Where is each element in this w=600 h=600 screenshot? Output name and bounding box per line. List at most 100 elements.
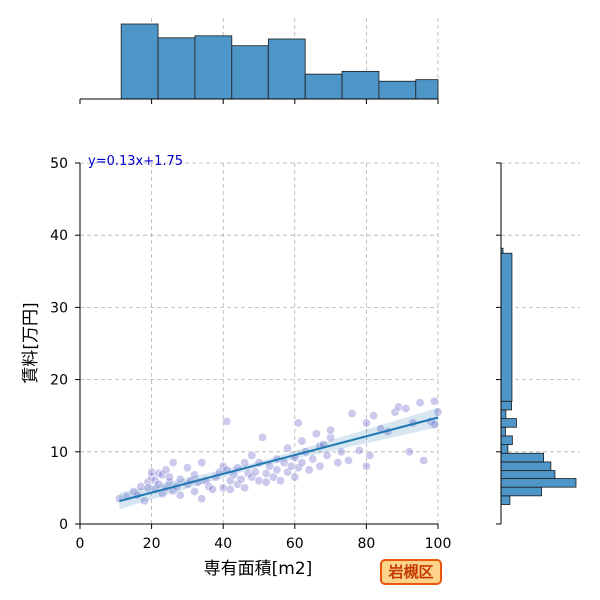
data-point (243, 468, 253, 478)
data-point (297, 458, 307, 468)
y-hist-bar (500, 478, 577, 488)
data-point (369, 411, 379, 421)
data-point (129, 487, 139, 497)
data-point (175, 490, 185, 500)
data-point (419, 455, 429, 465)
data-point (207, 484, 217, 494)
data-point (415, 398, 425, 408)
data-point (258, 432, 268, 442)
x-tick-label: 80 (357, 536, 375, 552)
y-tick-label: 30 (50, 300, 68, 316)
data-point (429, 396, 439, 406)
data-point (247, 472, 257, 482)
x-tick-label: 0 (76, 536, 85, 552)
y-axis-title: 賃料[万円] (21, 302, 41, 383)
x-hist-bar (157, 37, 196, 100)
data-point (182, 463, 192, 473)
x-hist-bar (378, 80, 417, 100)
x-axis-title: 専有面積[m2] (204, 559, 313, 579)
y-tick-label: 40 (50, 228, 68, 244)
data-point (394, 402, 404, 412)
data-point (240, 483, 250, 493)
data-point (236, 474, 246, 484)
y-marginal-ticks (496, 162, 501, 525)
y-hist-bar (500, 470, 556, 479)
data-point (404, 447, 414, 457)
data-point (326, 432, 336, 442)
data-point (293, 418, 303, 428)
data-point (343, 455, 353, 465)
x-hist-bar (194, 35, 233, 100)
data-point (168, 458, 178, 468)
x-marginal-ticks (79, 99, 439, 104)
data-point (311, 429, 321, 439)
data-point (347, 409, 357, 419)
data-point (247, 450, 257, 460)
y-hist-bar (500, 409, 507, 419)
data-point (165, 472, 175, 482)
data-point (272, 465, 282, 475)
y-marginal-histogram (496, 162, 580, 525)
data-point (283, 467, 293, 477)
data-point (275, 476, 285, 486)
data-point (304, 465, 314, 475)
data-point (336, 447, 346, 457)
x-tick-label: 40 (214, 536, 232, 552)
ward-badge: 岩槻区 (380, 559, 442, 585)
data-point (161, 465, 171, 475)
data-point (354, 445, 364, 455)
data-point (139, 496, 149, 506)
data-point (361, 461, 371, 471)
x-axis-ticks: 0 20 40 60 80 100 (76, 524, 451, 552)
y-marginal-bars (500, 247, 577, 505)
y-hist-bar (500, 495, 511, 505)
y-hist-bar (500, 444, 509, 454)
data-point (293, 463, 303, 473)
y-hist-bar (500, 252, 513, 402)
data-point (154, 479, 164, 489)
data-point (333, 458, 343, 468)
data-point (286, 461, 296, 471)
x-tick-label: 60 (286, 536, 304, 552)
x-hist-bar (415, 79, 439, 100)
x-hist-bar (267, 38, 306, 100)
main-grid (80, 162, 439, 524)
data-point (222, 416, 232, 426)
x-marginal-bars (120, 23, 439, 100)
data-point (401, 403, 411, 413)
data-point (190, 487, 200, 497)
data-point (218, 483, 228, 493)
data-point (143, 483, 153, 493)
data-point (322, 450, 332, 460)
data-point (197, 458, 207, 468)
data-point (197, 494, 207, 504)
y-tick-label: 10 (50, 445, 68, 461)
data-point (175, 474, 185, 484)
data-point (283, 443, 293, 453)
y-hist-bar (500, 452, 544, 463)
y-tick-label: 0 (59, 517, 68, 533)
y-marginal-grid (501, 162, 580, 453)
data-point (254, 476, 264, 486)
y-hist-bar (500, 461, 552, 471)
main-scatter-panel: 0 20 40 60 80 100 0 10 20 30 40 50 y=0.13x+1.75 専有… (21, 154, 451, 579)
data-point (204, 481, 214, 491)
data-point (297, 436, 307, 446)
data-point (361, 418, 371, 428)
data-point (147, 467, 157, 477)
data-point (290, 472, 300, 482)
data-point (365, 450, 375, 460)
x-hist-bar (231, 45, 269, 100)
data-point (308, 454, 318, 464)
data-point (390, 407, 400, 417)
y-tick-label: 50 (50, 156, 68, 172)
y-hist-bar (500, 426, 506, 437)
data-point (240, 458, 250, 468)
x-hist-bar (341, 70, 380, 100)
y-axis-ticks: 0 10 20 30 40 50 (50, 156, 80, 533)
data-point (157, 470, 167, 480)
data-point (154, 468, 164, 478)
data-point (190, 470, 200, 480)
x-hist-bar (120, 23, 159, 100)
